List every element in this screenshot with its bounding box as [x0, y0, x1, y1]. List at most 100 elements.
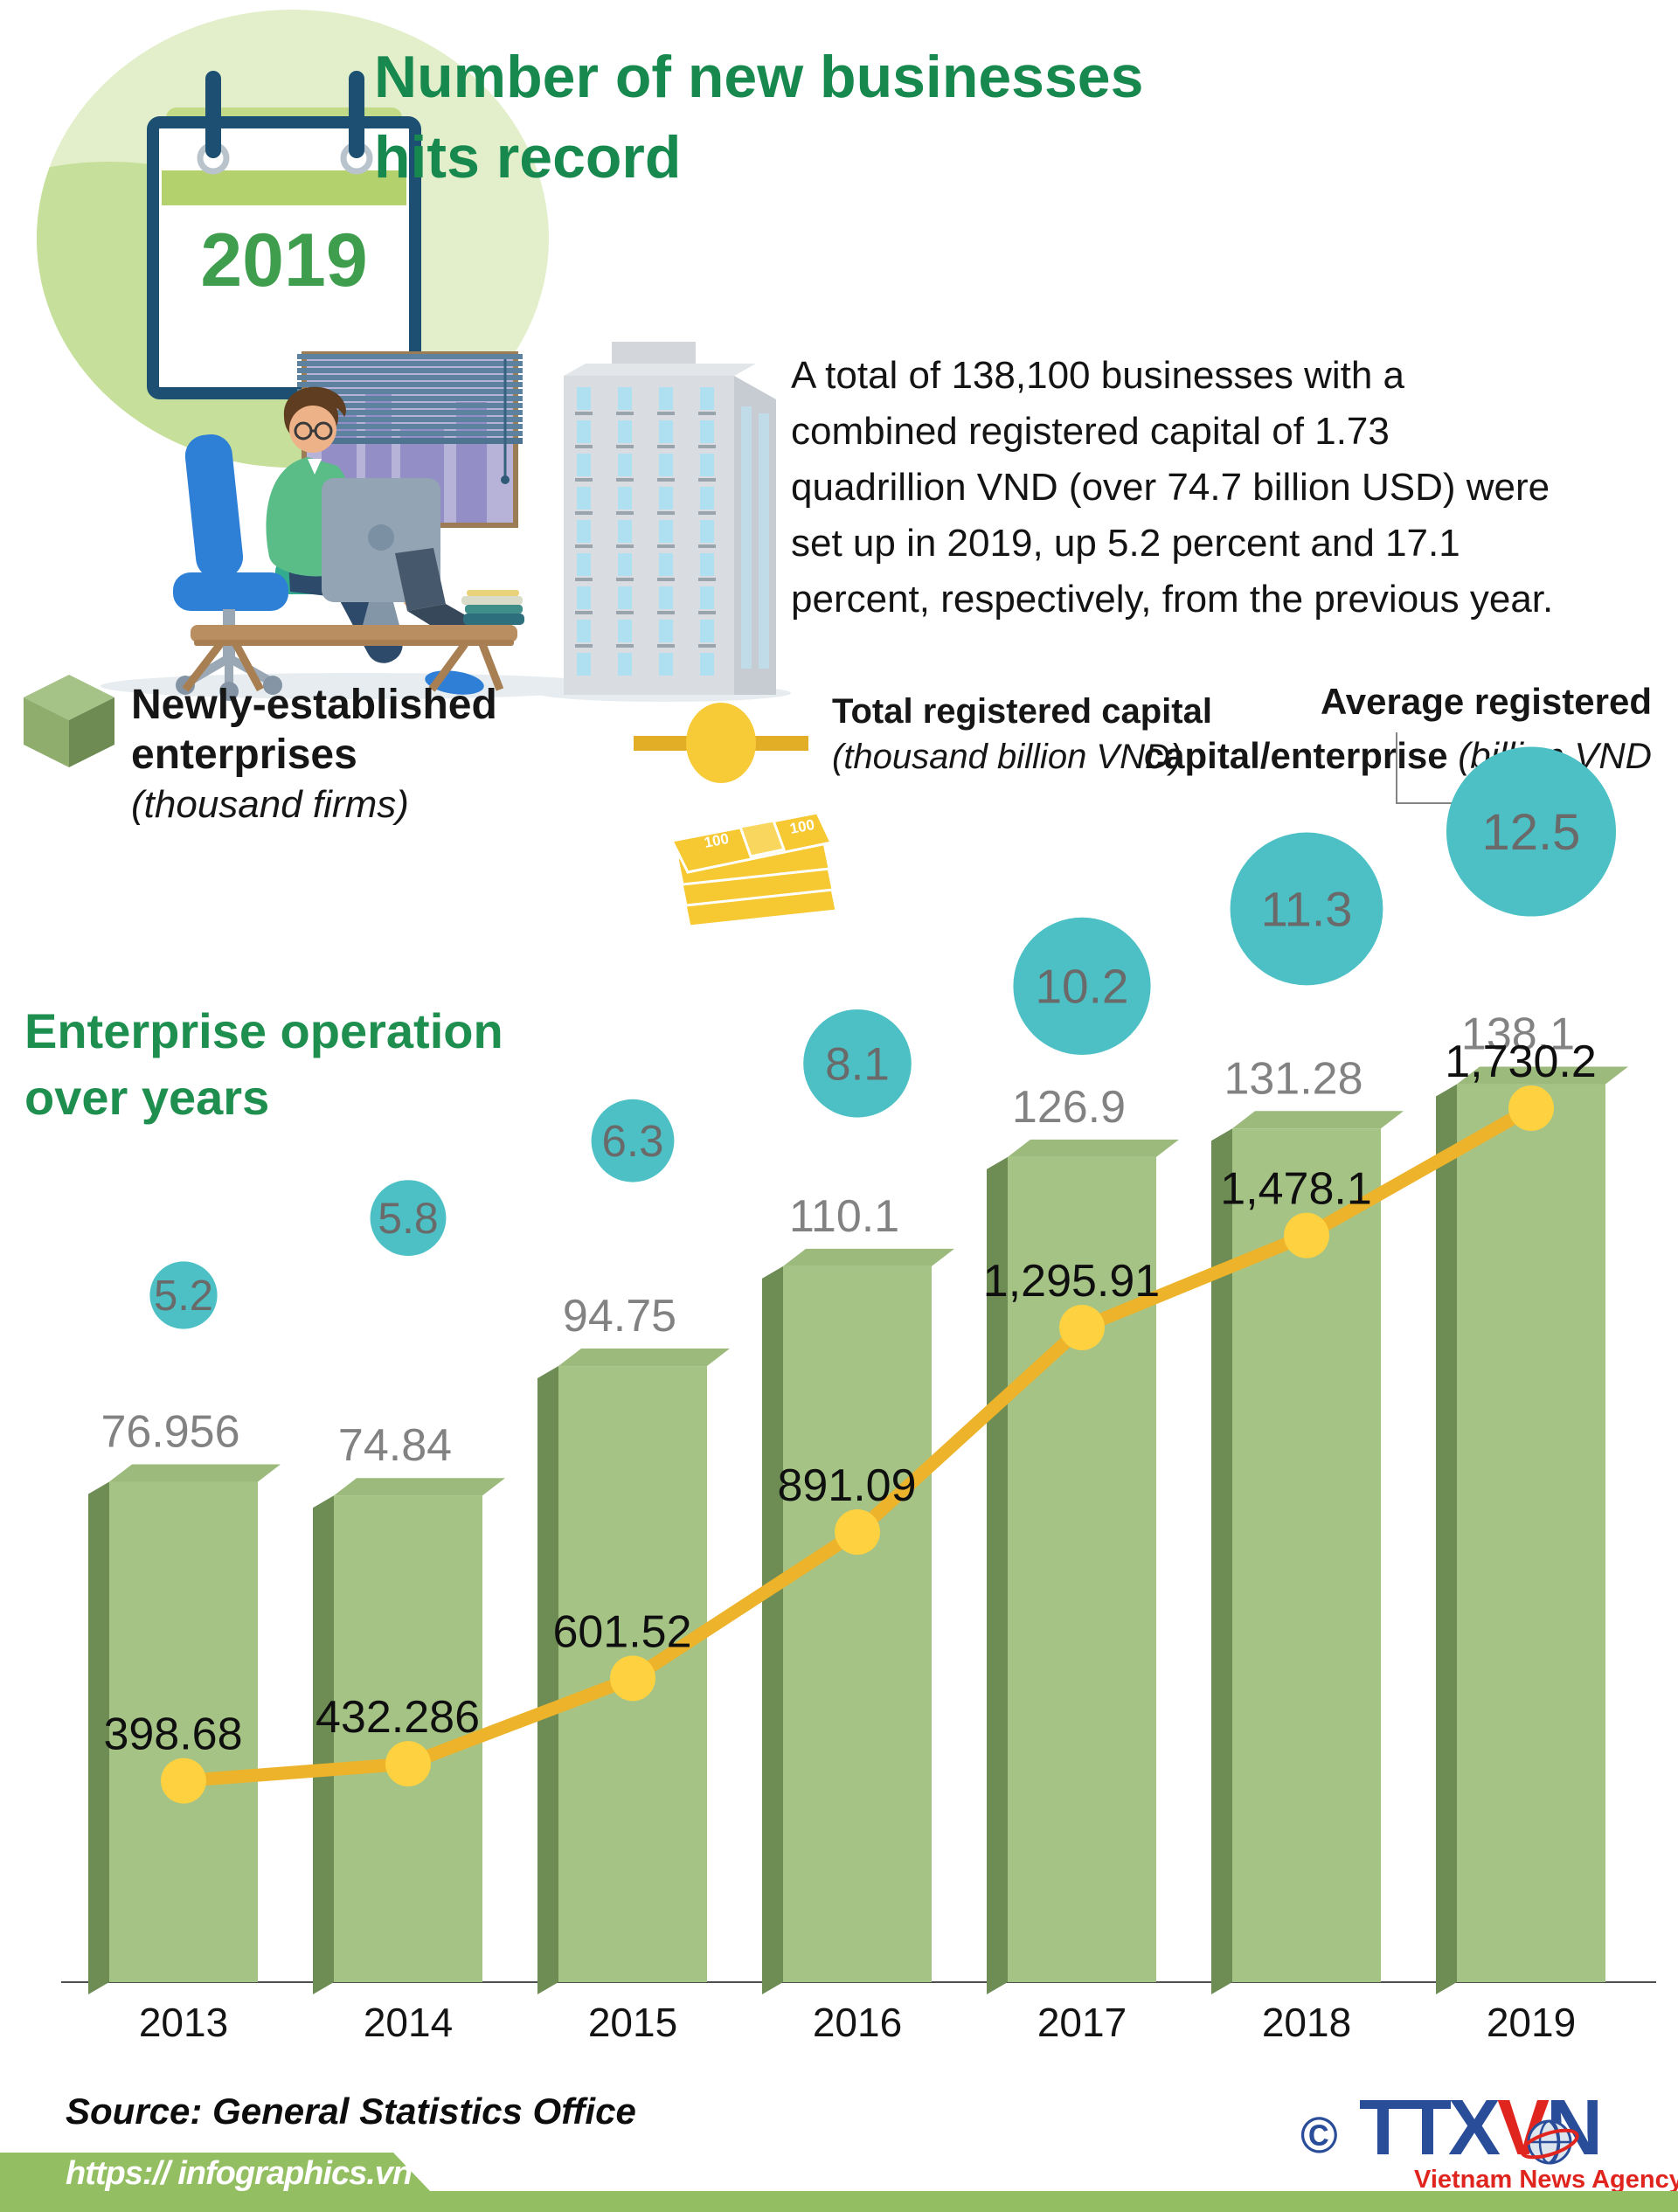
- avg-bubble-label-2014: 5.8: [378, 1194, 439, 1243]
- office-illustration: [101, 342, 791, 702]
- intro-paragraph: A total of 138,100 businesses with a com…: [791, 348, 1669, 628]
- bar-top-2018: [1232, 1111, 1404, 1129]
- line-legend: Total registered capital (thousand billi…: [832, 689, 1212, 780]
- book-stack: [461, 590, 524, 625]
- bar-side-2016: [762, 1265, 783, 1994]
- bar-top-2014: [334, 1478, 505, 1496]
- calendar-year: 2019: [200, 218, 367, 302]
- avg-bubble-label-2019: 12.5: [1482, 804, 1581, 861]
- chart-title-line2: over years: [24, 1070, 270, 1125]
- page-title-line2: hits record: [374, 124, 682, 191]
- intro-line: set up in 2019, up 5.2 percent and 17.1: [791, 522, 1460, 565]
- chart-title: Enterprise operation over years: [24, 998, 503, 1131]
- copyright-icon: ©: [1300, 2107, 1338, 2164]
- chart-title-line1: Enterprise operation: [24, 1003, 503, 1058]
- avg-bubble-label-2017: 10.2: [1035, 960, 1128, 1014]
- bubble-legend-leader-line: [1396, 732, 1474, 804]
- capital-label-2019: 1,730.2: [1445, 1037, 1597, 1087]
- year-label-2018: 2018: [1262, 2000, 1351, 2045]
- capital-point-2014: [385, 1741, 431, 1787]
- bar-top-2017: [1008, 1139, 1179, 1157]
- bar-legend-label-line2: enterprises: [131, 732, 357, 778]
- year-label-2016: 2016: [813, 2000, 902, 2045]
- bar-legend-cube-icon: [24, 675, 114, 767]
- bar-label-2017: 126.9: [1012, 1082, 1126, 1133]
- building-windows: [577, 387, 714, 676]
- line-legend-label: Total registered capital: [832, 692, 1212, 731]
- bar-2014: [334, 1495, 482, 1982]
- desk: [182, 625, 517, 692]
- page-title: Number of new businesses hits record: [374, 37, 1143, 198]
- capital-line: [177, 1101, 1538, 1788]
- bar-2019: [1457, 1084, 1605, 1982]
- avg-bubble-2017: [1013, 917, 1151, 1055]
- source-note: Source: General Statistics Office: [66, 2091, 636, 2132]
- bar-side-2015: [537, 1366, 558, 1994]
- calendar-band: [162, 170, 406, 205]
- calendar-icon: 2019: [147, 71, 421, 399]
- building-illustration: [564, 342, 776, 695]
- calendar-pin-left: [205, 71, 221, 158]
- bar-2018: [1232, 1128, 1381, 1982]
- line-legend-icon: [634, 703, 808, 783]
- bar-side-2019: [1436, 1084, 1457, 1994]
- avg-bubble-2014: [370, 1180, 447, 1256]
- capital-point-2019: [1508, 1085, 1554, 1131]
- bar-legend-unit: (thousand firms): [131, 783, 409, 826]
- calendar-pin-right: [349, 71, 364, 158]
- bottom-bar: [0, 2191, 1678, 2212]
- capital-label-2015: 601.52: [552, 1606, 691, 1657]
- bar-2017: [1008, 1156, 1156, 1982]
- bar-side-2017: [987, 1156, 1008, 1994]
- intro-line: A total of 138,100 businesses with a: [791, 354, 1405, 397]
- bar-legend: Newly-established enterprises (thousand …: [131, 680, 497, 829]
- capital-label-2016: 891.09: [777, 1460, 916, 1511]
- bar-top-2013: [109, 1464, 281, 1482]
- bar-2013: [109, 1481, 258, 1982]
- year-label-2013: 2013: [139, 2000, 228, 2045]
- capital-label-2014: 432.286: [315, 1692, 480, 1743]
- year-label-2015: 2015: [588, 2000, 677, 2045]
- capital-point-2013: [161, 1758, 206, 1804]
- bar-label-2013: 76.956: [101, 1406, 239, 1457]
- capital-label-2018: 1,478.1: [1220, 1164, 1372, 1215]
- intro-line: percent, respectively, from the previous…: [791, 578, 1554, 621]
- bar-legend-label-line1: Newly-established: [131, 682, 497, 728]
- capital-point-2017: [1059, 1304, 1105, 1350]
- bar-label-2016: 110.1: [789, 1191, 899, 1242]
- avg-bubble-2016: [803, 1009, 912, 1118]
- line-legend-unit: (thousand billion VND): [832, 738, 1182, 776]
- bar-2015: [558, 1366, 707, 1982]
- bar-top-2016: [783, 1248, 954, 1266]
- avg-bubble-label-2013: 5.2: [154, 1272, 213, 1320]
- bar-top-2019: [1457, 1066, 1628, 1085]
- avg-bubble-label-2016: 8.1: [825, 1038, 890, 1090]
- bubble-legend-unit: (billion VND: [1458, 735, 1652, 776]
- bar-label-2015: 94.75: [563, 1291, 676, 1342]
- year-label-2017: 2017: [1037, 2000, 1127, 2045]
- year-label-2019: 2019: [1487, 2000, 1576, 2045]
- bubble-legend-label-line1: Average registered: [1321, 681, 1652, 722]
- bar-top-2015: [558, 1349, 730, 1367]
- bar-label-2019: 138.1: [1461, 1009, 1575, 1060]
- year-label-2014: 2014: [364, 2000, 453, 2045]
- avg-bubble-2015: [591, 1099, 675, 1182]
- bar-2016: [783, 1265, 932, 1982]
- capital-label-2017: 1,295.91: [983, 1256, 1160, 1307]
- capital-label-2013: 398.68: [103, 1709, 242, 1760]
- bar-side-2018: [1211, 1128, 1232, 1994]
- website-url: https:// infographics.vn: [66, 2155, 413, 2192]
- page-title-line1: Number of new businesses: [374, 44, 1144, 110]
- capital-point-2015: [610, 1655, 655, 1702]
- capital-point-2018: [1284, 1212, 1329, 1259]
- globe-icon: [1520, 2119, 1579, 2165]
- avg-bubble-label-2015: 6.3: [602, 1116, 664, 1166]
- avg-bubble-2018: [1230, 832, 1383, 986]
- bar-label-2018: 131.28: [1224, 1053, 1363, 1104]
- bar-side-2013: [88, 1481, 109, 1994]
- office-chair: [173, 434, 329, 701]
- capital-point-2016: [835, 1508, 880, 1555]
- bar-side-2014: [313, 1495, 334, 1994]
- avg-bubble-label-2018: 11.3: [1261, 882, 1353, 937]
